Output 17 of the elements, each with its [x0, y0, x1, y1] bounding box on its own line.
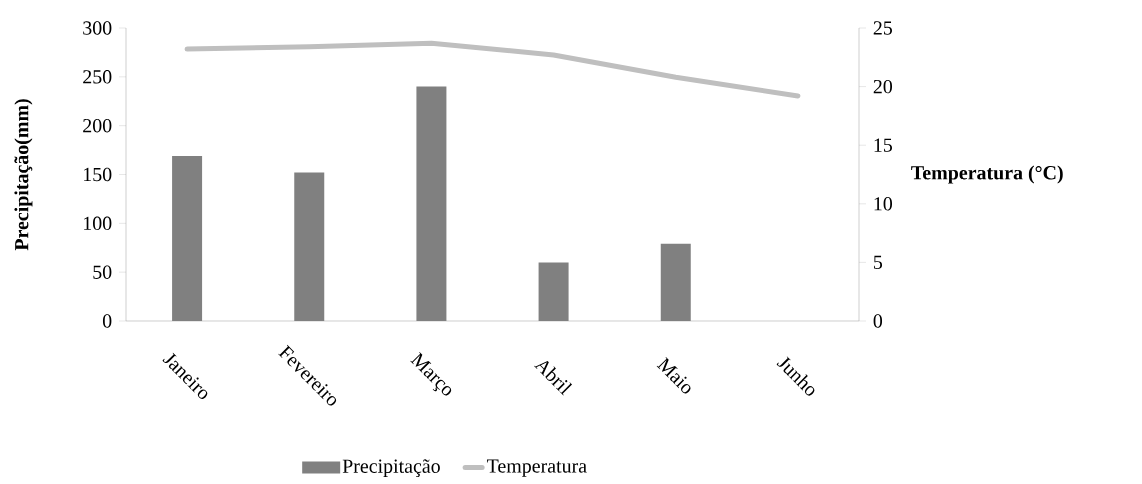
y2-tick-label: 10 — [874, 197, 893, 211]
y2-tick-label: 20 — [873, 79, 893, 94]
y-tick-label: 50 — [93, 265, 112, 279]
y-tick-label: 250 — [83, 70, 112, 84]
y-tick-label: 100 — [84, 216, 112, 231]
y-tick-label: 200 — [83, 118, 112, 133]
y-tick-label: 300 — [83, 21, 112, 35]
y2-tick-label: 15 — [874, 138, 892, 152]
y-tick-label: 150 — [84, 167, 112, 182]
y2-tick-label: 5 — [874, 255, 883, 270]
y2-tick-label: 0 — [873, 314, 883, 328]
legend-label: Temperatura — [486, 459, 587, 477]
y-tick-label: 0 — [102, 314, 112, 328]
y2-tick-label: 25 — [873, 21, 892, 35]
y2-axis-title: Temperatura (°C) — [911, 165, 1063, 184]
y-axis-title: Precipitação(mm) — [14, 99, 33, 251]
legend-label: Precipitação — [342, 459, 440, 477]
